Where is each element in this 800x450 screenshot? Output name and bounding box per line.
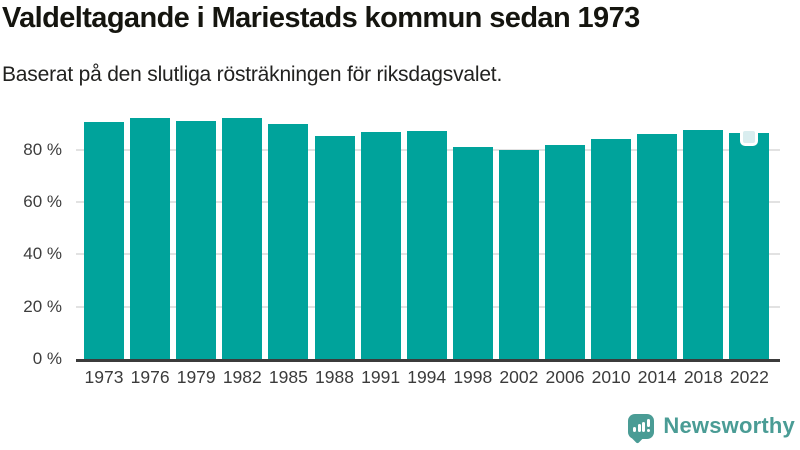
y-axis-label-40: 40 % [23, 244, 62, 264]
x-axis-label-2018: 2018 [683, 367, 723, 387]
bar-1976 [130, 118, 171, 359]
x-axis-label-2014: 2014 [637, 367, 677, 387]
x-axis-label-2006: 2006 [545, 367, 585, 387]
x-axis-label-1979: 1979 [176, 367, 216, 387]
x-axis-label-2010: 2010 [591, 367, 631, 387]
bar-1991 [360, 132, 401, 359]
bar-2022 [729, 132, 770, 359]
bar-1973 [84, 121, 124, 359]
bar-1998 [452, 146, 493, 359]
y-axis-label-80: 80 % [23, 139, 62, 159]
x-axis-label-2022: 2022 [729, 367, 769, 387]
highlight-marker-2022 [740, 127, 759, 146]
bar-2018 [683, 129, 724, 359]
x-axis-line [76, 359, 780, 362]
x-axis-label-1985: 1985 [268, 367, 308, 387]
y-axis-label-20: 20 % [23, 296, 62, 316]
newsworthy-brand-link[interactable]: Newsworthy [628, 410, 795, 442]
newsworthy-logo-icon [628, 413, 655, 439]
bar-2014 [637, 134, 678, 359]
x-axis-label-1976: 1976 [130, 367, 170, 387]
x-axis-label-1998: 1998 [453, 367, 493, 387]
x-axis-label-1973: 1973 [84, 367, 124, 387]
bar-2006 [545, 144, 585, 359]
bar-1988 [314, 135, 355, 359]
x-axis-label-1982: 1982 [222, 367, 262, 387]
x-axis-label-1988: 1988 [315, 367, 354, 387]
bar-1985 [268, 124, 309, 359]
y-axis-label-60: 60 % [23, 192, 62, 212]
x-axis-label-1994: 1994 [407, 367, 447, 387]
bar-1994 [406, 131, 447, 359]
bar-1979 [176, 121, 217, 359]
x-axis-label-2002: 2002 [499, 367, 539, 387]
bar-2002 [498, 150, 539, 359]
chart-title: Valdeltagande i Mariestads kommun sedan … [2, 2, 640, 34]
y-axis-label-0: 0 % [32, 349, 62, 368]
chart-subtitle: Baserat på den slutliga rösträkningen fö… [2, 63, 503, 86]
bar-2010 [591, 139, 632, 359]
brand-name: Newsworthy [663, 413, 795, 438]
bar-1982 [222, 118, 263, 359]
x-axis-label-1991: 1991 [361, 367, 401, 387]
